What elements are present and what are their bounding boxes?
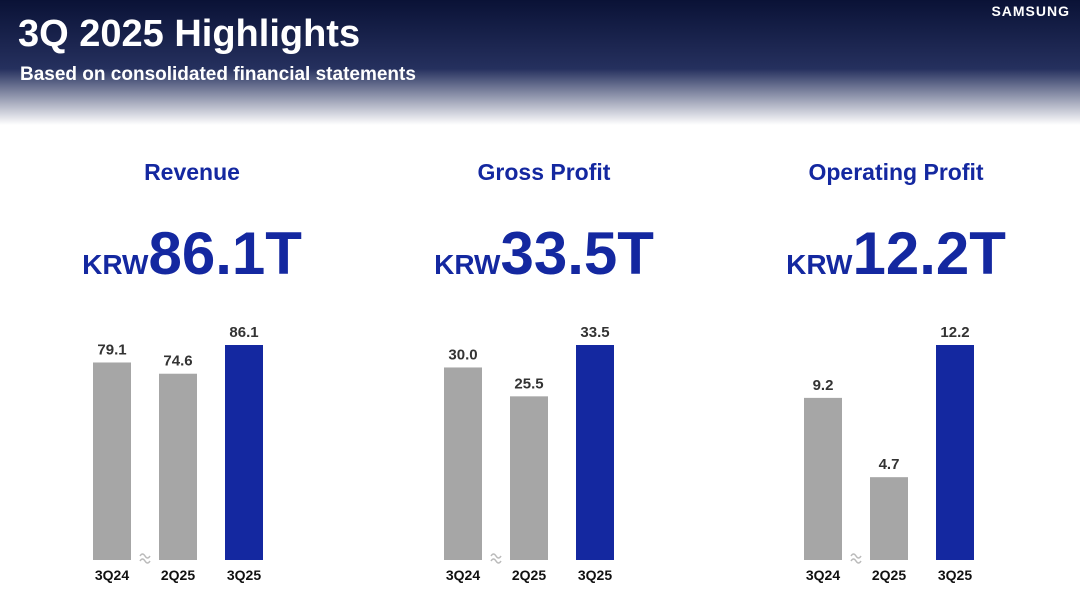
value-label: 9.2 — [813, 377, 834, 394]
headline-value: 33.5T — [500, 220, 653, 287]
x-tick-label: 2Q25 — [872, 567, 906, 583]
value-label: 25.5 — [514, 375, 543, 392]
value-label: 30.0 — [448, 346, 477, 363]
bar — [804, 397, 842, 560]
slide-title: 3Q 2025 Highlights — [18, 13, 360, 55]
axis-break — [850, 553, 862, 564]
bar — [93, 362, 131, 560]
value-label: 4.7 — [879, 456, 900, 473]
bar — [576, 345, 614, 560]
value-label: 86.1 — [229, 324, 258, 341]
value-label: 79.1 — [97, 341, 126, 358]
headline-unit: KRW — [434, 249, 501, 280]
x-tick-label: 3Q25 — [938, 567, 972, 583]
x-tick-label: 2Q25 — [161, 567, 195, 583]
metric-title: Revenue — [144, 159, 240, 185]
bar — [444, 367, 482, 560]
headline-value: 12.2T — [852, 220, 1005, 287]
bar — [936, 345, 974, 560]
headline: KRW33.5T — [434, 220, 654, 287]
header-band — [0, 0, 1080, 125]
bar — [870, 477, 908, 560]
x-tick-label: 2Q25 — [512, 567, 546, 583]
value-label: 12.2 — [940, 324, 969, 341]
x-tick-label: 3Q24 — [446, 567, 480, 583]
value-label: 33.5 — [580, 324, 609, 341]
axis-break — [490, 553, 502, 564]
headline-unit: KRW — [786, 249, 853, 280]
axis-break — [139, 553, 151, 564]
value-label: 74.6 — [163, 353, 192, 370]
bar — [510, 396, 548, 560]
metric-title: Gross Profit — [478, 159, 611, 185]
slide-subtitle: Based on consolidated financial statemen… — [20, 64, 416, 85]
bar — [159, 373, 197, 560]
metric-title: Operating Profit — [808, 159, 983, 185]
headline-unit: KRW — [82, 249, 149, 280]
x-tick-label: 3Q25 — [227, 567, 261, 583]
x-tick-label: 3Q24 — [806, 567, 840, 583]
bar — [225, 345, 263, 560]
x-tick-label: 3Q25 — [578, 567, 612, 583]
brand: SAMSUNG — [991, 3, 1070, 19]
headline: KRW12.2T — [786, 220, 1006, 287]
headline: KRW86.1T — [82, 220, 302, 287]
x-tick-label: 3Q24 — [95, 567, 129, 583]
headline-value: 86.1T — [148, 220, 301, 287]
